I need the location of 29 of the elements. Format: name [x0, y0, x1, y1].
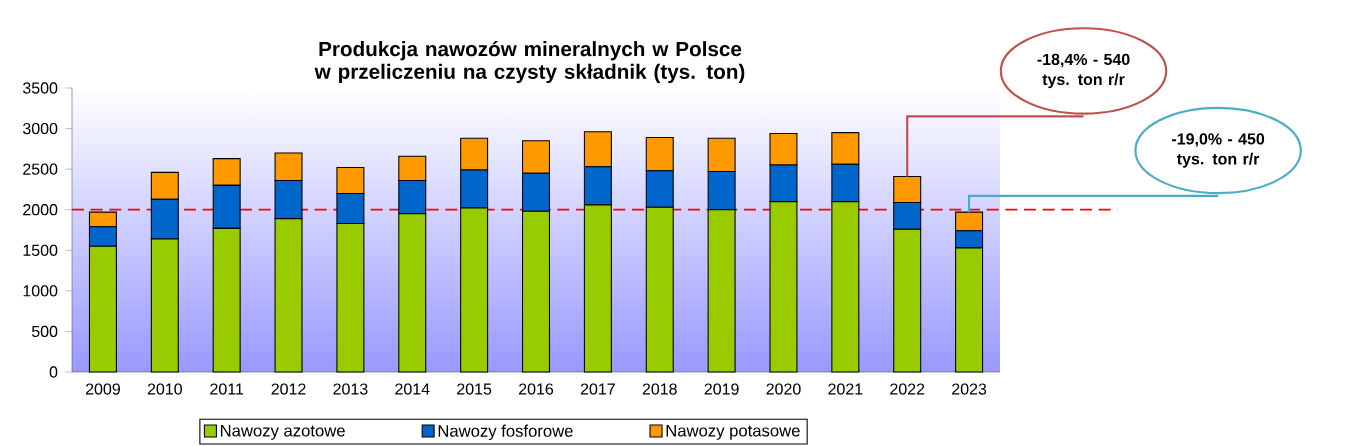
- x-tick-label: 2013: [333, 383, 368, 395]
- legend-label: Nawozy fosforowe: [438, 424, 573, 441]
- y-tick-label: 3500: [22, 82, 58, 94]
- y-tick-label: 0: [49, 366, 58, 378]
- y-tick-label: 2500: [23, 163, 58, 175]
- x-tick-label: 2010: [147, 383, 182, 395]
- y-tick-label: 1500: [23, 244, 58, 256]
- x-tick-label: 2011: [210, 383, 244, 395]
- x-tick-label: 2014: [395, 383, 430, 395]
- y-tick-label: 3000: [22, 122, 58, 135]
- x-tick-label: 2012: [271, 383, 306, 395]
- x-tick-label: 2018: [642, 383, 677, 395]
- x-tick-label: 2017: [580, 383, 615, 395]
- x-tick-label: 2016: [519, 383, 554, 395]
- y-tick-label: 500: [31, 325, 58, 338]
- x-tick-label: 2015: [457, 383, 492, 395]
- x-tick-label: 2020: [766, 383, 801, 395]
- x-tick-label: 2022: [890, 383, 925, 395]
- x-tick-label: 2021: [828, 383, 863, 395]
- legend-label: Nawozy potasowe: [666, 424, 800, 440]
- legend-label: Nawozy azotowe: [220, 424, 345, 440]
- y-tick-label: 2000: [23, 204, 58, 216]
- x-tick-label: 2023: [952, 383, 987, 395]
- x-tick-label: 2009: [85, 383, 120, 395]
- x-tick-label: 2019: [704, 383, 739, 395]
- chart-title: Produkcja nawozów mineralnych w Polsce w przeliczeniu na czysty składnik (tys. ton): [314, 40, 745, 84]
- text: -18,4% - 540 tys. ton r/r: [1037, 53, 1130, 89]
- y-tick-label: 1000: [23, 285, 58, 297]
- text: -19,0% - 450 tys. ton r/r: [1172, 133, 1265, 168]
